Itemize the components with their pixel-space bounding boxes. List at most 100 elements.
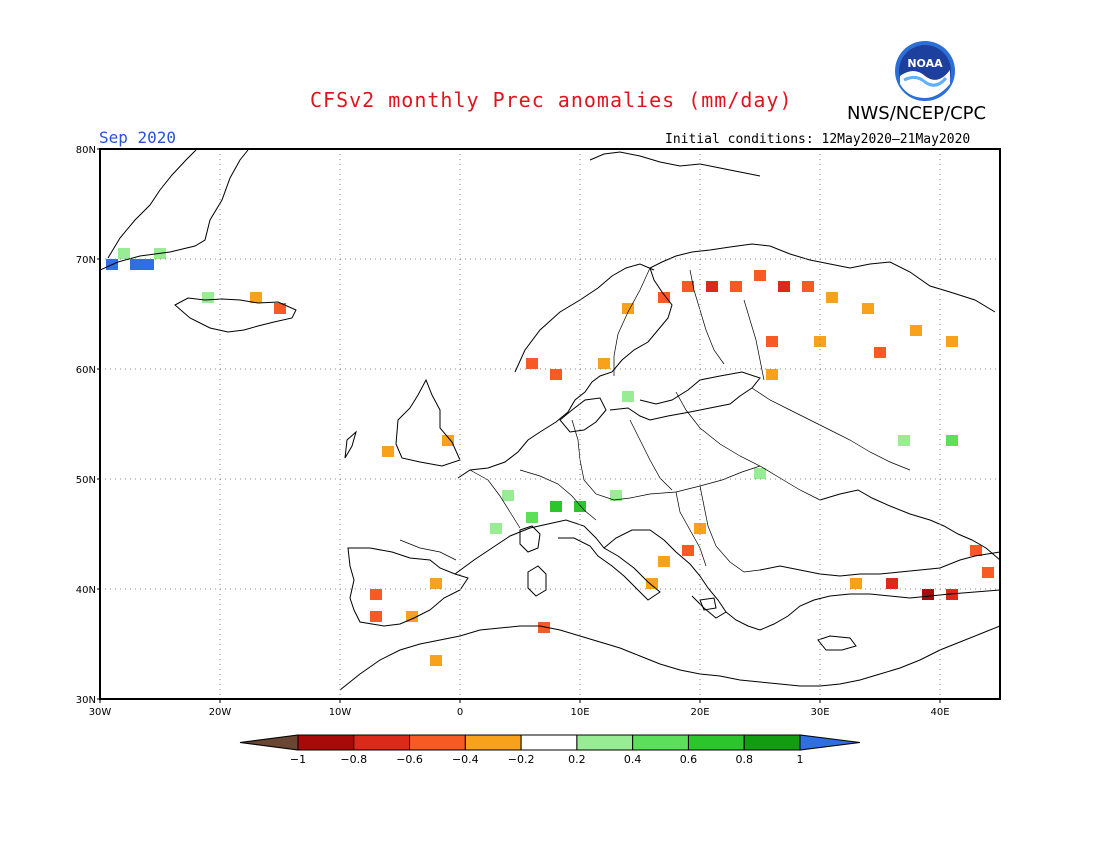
- anomaly-cell: [922, 589, 934, 600]
- anomaly-cell: [898, 435, 910, 446]
- anomaly-cell: [490, 523, 502, 534]
- lon-tick-label: 30W: [89, 707, 112, 718]
- anomaly-cell: [910, 325, 922, 336]
- anomaly-cell: [370, 611, 382, 622]
- colorbar-bin: [409, 734, 466, 751]
- anomaly-cells: [106, 248, 994, 666]
- anomaly-cell: [622, 303, 634, 314]
- anomaly-cell: [550, 501, 562, 512]
- colorbar: −1 −0.8 −0.6 −0.4 −0.2 0.2 0.4 0.6 0.8 1: [239, 734, 861, 766]
- anomaly-cell: [754, 468, 766, 479]
- coastlines: [100, 149, 1000, 691]
- colorbar-bin: [743, 734, 801, 751]
- lat-tick-label: 80N: [76, 145, 96, 156]
- colorbar-tick-label: 0.6: [680, 753, 698, 766]
- lat-tick-label: 40N: [76, 585, 96, 596]
- anomaly-cell: [502, 490, 514, 501]
- anomaly-cell: [274, 303, 286, 314]
- anomaly-cell: [130, 259, 142, 270]
- anomaly-cell: [538, 622, 550, 633]
- anomaly-cell: [946, 589, 958, 600]
- anomaly-cell: [622, 391, 634, 402]
- colorbar-tick-label: −1: [290, 753, 306, 766]
- colorbar-tick-label: −0.2: [508, 753, 535, 766]
- anomaly-cell: [826, 292, 838, 303]
- colorbar-bin: [520, 734, 578, 751]
- anomaly-cell: [430, 578, 442, 589]
- lon-tick-label: 30E: [810, 707, 829, 718]
- anomaly-cell: [142, 259, 154, 270]
- anomaly-cell: [766, 336, 778, 347]
- lon-tick-label: 20W: [209, 707, 232, 718]
- colorbar-tick-label: 0.4: [624, 753, 642, 766]
- lat-tick-label: 60N: [76, 365, 96, 376]
- map-frame: [99, 148, 1001, 700]
- anomaly-cell: [946, 336, 958, 347]
- lon-tick-label: 10E: [570, 707, 589, 718]
- anomaly-cell: [430, 655, 442, 666]
- anomaly-cell: [862, 303, 874, 314]
- anomaly-cell: [730, 281, 742, 292]
- anomaly-cell: [814, 336, 826, 347]
- lon-tick-label: 20E: [690, 707, 709, 718]
- lon-tick-label: 0: [457, 707, 463, 718]
- anomaly-cell: [526, 512, 538, 523]
- colorbar-tick-label: 0.2: [568, 753, 586, 766]
- anomaly-cell: [370, 589, 382, 600]
- anomaly-cell: [610, 490, 622, 501]
- anomaly-cell: [550, 369, 562, 380]
- axis-labels: 30W 20W 10W 0 10E 20E 30E 40E 80N 70N 60N 50N 40N 30N: [76, 145, 950, 718]
- anomaly-cell: [970, 545, 982, 556]
- colorbar-bin: [353, 734, 411, 751]
- anomaly-cell: [646, 578, 658, 589]
- anomaly-cell: [802, 281, 814, 292]
- anomaly-cell: [406, 611, 418, 622]
- anomaly-cell: [202, 292, 214, 303]
- anomaly-cell: [250, 292, 262, 303]
- colorbar-tick-label: 0.8: [735, 753, 753, 766]
- chart-title: CFSv2 monthly Prec anomalies (mm/day): [310, 88, 793, 112]
- country-borders: [399, 267, 911, 573]
- initial-conditions: Initial conditions: 12May2020–21May2020: [665, 132, 971, 147]
- colorbar-bin: [297, 734, 355, 751]
- lat-tick-label: 50N: [76, 475, 96, 486]
- lat-tick-label: 70N: [76, 255, 96, 266]
- anomaly-cell: [526, 358, 538, 369]
- colorbar-tick-label: −0.6: [396, 753, 423, 766]
- colorbar-bin: [632, 734, 689, 751]
- anomaly-cell: [574, 501, 586, 512]
- anomaly-cell: [754, 270, 766, 281]
- colorbar-above-triangle: [799, 734, 861, 751]
- anomaly-cell: [118, 248, 130, 259]
- anomaly-cell: [682, 281, 694, 292]
- noaa-logo-icon: NOAA: [895, 41, 955, 101]
- colorbar-below-triangle: [239, 734, 299, 751]
- forecast-month: Sep 2020: [99, 128, 177, 147]
- lat-tick-label: 30N: [76, 695, 96, 706]
- anomaly-cell: [442, 435, 454, 446]
- anomaly-cell: [982, 567, 994, 578]
- anomaly-cell: [658, 292, 670, 303]
- anomaly-cell: [946, 435, 958, 446]
- colorbar-bin: [464, 734, 522, 751]
- anomaly-cell: [682, 545, 694, 556]
- anomaly-cell: [382, 446, 394, 457]
- lon-tick-label: 40E: [930, 707, 949, 718]
- anomaly-cell: [694, 523, 706, 534]
- colorbar-bin: [576, 734, 634, 751]
- colorbar-tick-label: −0.8: [340, 753, 367, 766]
- anomaly-cell: [598, 358, 610, 369]
- anomaly-cell: [778, 281, 790, 292]
- anomaly-cell: [850, 578, 862, 589]
- anomaly-cell: [874, 347, 886, 358]
- graticule: [100, 149, 1000, 699]
- colorbar-tick-label: 1: [797, 753, 804, 766]
- lon-tick-label: 10W: [329, 707, 352, 718]
- anomaly-cell: [766, 369, 778, 380]
- svg-text:NOAA: NOAA: [907, 57, 943, 70]
- anomaly-cell: [886, 578, 898, 589]
- anomaly-cell: [706, 281, 718, 292]
- colorbar-tick-label: −0.4: [452, 753, 479, 766]
- anomaly-cell: [658, 556, 670, 567]
